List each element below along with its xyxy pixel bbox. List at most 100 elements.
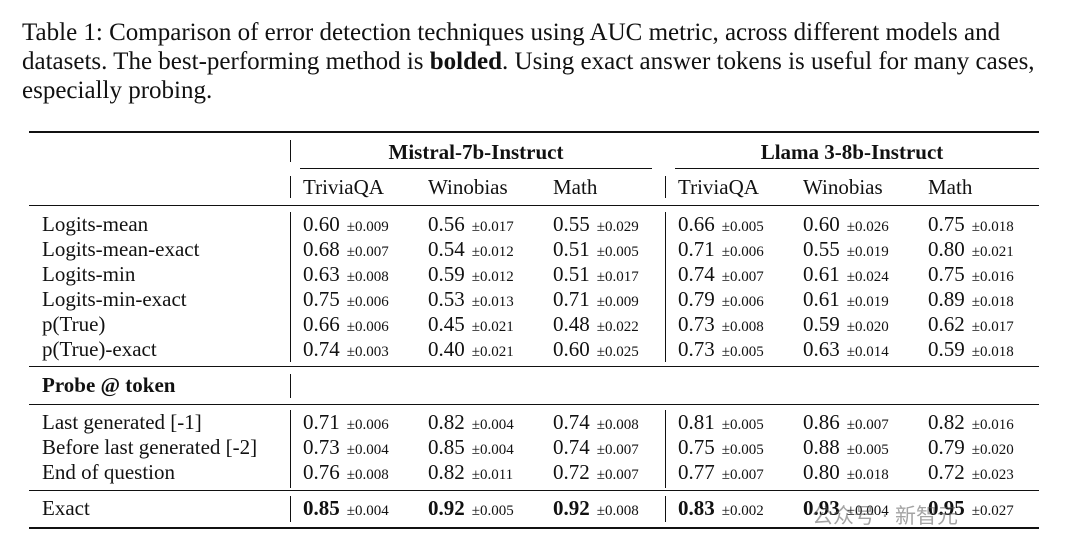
table-cell: 0.73 ±0.008	[678, 312, 764, 339]
cell-value: 0.92	[428, 496, 465, 520]
cell-stddev: ±0.004	[346, 503, 389, 519]
cell-stddev: ±0.020	[846, 319, 889, 335]
table-cell: 0.74 ±0.008	[553, 410, 639, 437]
table-cell: 0.92 ±0.008	[553, 496, 639, 523]
cell-value: 0.51	[553, 237, 590, 261]
cell-stddev: ±0.004	[471, 417, 514, 433]
cell-value: 0.68	[303, 237, 340, 261]
table-cell: 0.85 ±0.004	[303, 496, 389, 523]
table-cell: 0.60 ±0.009	[303, 212, 389, 239]
cell-value: 0.51	[553, 262, 590, 286]
table-cell: 0.92 ±0.005	[428, 496, 514, 523]
cell-stddev: ±0.006	[346, 294, 389, 310]
table-cell: 0.71 ±0.009	[553, 287, 639, 314]
table-top-rule	[29, 131, 1039, 133]
table-cell: 0.71 ±0.006	[678, 237, 764, 264]
cell-stddev: ±0.005	[721, 344, 764, 360]
cell-stddev: ±0.007	[721, 467, 764, 483]
table-cell: 0.66 ±0.006	[303, 312, 389, 339]
cell-value: 0.53	[428, 287, 465, 311]
cell-stddev: ±0.008	[346, 269, 389, 285]
cell-value: 0.93	[803, 496, 840, 520]
table-cell: 0.89 ±0.018	[928, 287, 1014, 314]
cell-stddev: ±0.016	[971, 269, 1014, 285]
cell-value: 0.80	[928, 237, 965, 261]
table-cell: 0.75 ±0.018	[928, 212, 1014, 239]
column-divider	[290, 374, 291, 398]
cell-stddev: ±0.008	[346, 467, 389, 483]
table-cell: 0.63 ±0.014	[803, 337, 889, 364]
table-cell: 0.59 ±0.012	[428, 262, 514, 289]
table-cell: 0.72 ±0.007	[553, 460, 639, 487]
cell-value: 0.85	[428, 435, 465, 459]
model-group-underline	[675, 168, 1039, 169]
cell-stddev: ±0.007	[846, 417, 889, 433]
cell-value: 0.61	[803, 287, 840, 311]
table-cell: 0.85 ±0.004	[428, 435, 514, 462]
cell-stddev: ±0.005	[721, 219, 764, 235]
dataset-header: Winobias	[803, 175, 883, 199]
row-label: Before last generated [-2]	[42, 435, 258, 459]
table-cell: 0.74 ±0.007	[678, 262, 764, 289]
section-label: Probe @ token	[42, 373, 176, 397]
column-divider	[290, 212, 291, 362]
table-cell: 0.55 ±0.029	[553, 212, 639, 239]
cell-value: 0.63	[803, 337, 840, 361]
cell-value: 0.54	[428, 237, 465, 261]
cell-value: 0.81	[678, 410, 715, 434]
cell-value: 0.59	[928, 337, 965, 361]
dataset-header: TriviaQA	[678, 175, 759, 199]
table-cell: 0.79 ±0.006	[678, 287, 764, 314]
table-cell: 0.82 ±0.016	[928, 410, 1014, 437]
table-cell: 0.82 ±0.004	[428, 410, 514, 437]
table-cell: 0.74 ±0.007	[553, 435, 639, 462]
cell-stddev: ±0.008	[596, 503, 639, 519]
column-divider	[290, 496, 291, 522]
table-cell: 0.75 ±0.006	[303, 287, 389, 314]
table-cell: 0.60 ±0.026	[803, 212, 889, 239]
cell-stddev: ±0.005	[721, 417, 764, 433]
cell-stddev: ±0.013	[471, 294, 514, 310]
cell-stddev: ±0.004	[471, 442, 514, 458]
column-divider	[290, 140, 291, 162]
cell-stddev: ±0.017	[471, 219, 514, 235]
model-header: Llama 3-8b-Instruct	[760, 140, 944, 164]
cell-stddev: ±0.014	[846, 344, 889, 360]
cell-value: 0.56	[428, 212, 465, 236]
cell-stddev: ±0.007	[721, 269, 764, 285]
cell-value: 0.66	[678, 212, 715, 236]
row-label: Logits-min	[42, 262, 136, 286]
table-cell: 0.55 ±0.019	[803, 237, 889, 264]
cell-stddev: ±0.008	[721, 319, 764, 335]
group-rule	[29, 404, 1039, 405]
table-cell: 0.88 ±0.005	[803, 435, 889, 462]
table-cell: 0.75 ±0.005	[678, 435, 764, 462]
table-cell: 0.61 ±0.024	[803, 262, 889, 289]
table-cell: 0.48 ±0.022	[553, 312, 639, 339]
cell-stddev: ±0.009	[346, 219, 389, 235]
cell-value: 0.72	[553, 460, 590, 484]
cell-value: 0.60	[803, 212, 840, 236]
caption-prefix: Table 1: Comparison of error detection t…	[22, 19, 1001, 75]
cell-stddev: ±0.018	[971, 294, 1014, 310]
cell-value: 0.82	[428, 410, 465, 434]
cell-value: 0.73	[303, 435, 340, 459]
table-cell: 0.86 ±0.007	[803, 410, 889, 437]
column-divider	[290, 410, 291, 488]
column-divider	[665, 176, 666, 198]
cell-stddev: ±0.004	[846, 503, 889, 519]
cell-stddev: ±0.005	[596, 244, 639, 260]
table-cell: 0.71 ±0.006	[303, 410, 389, 437]
model-group-underline	[300, 168, 652, 169]
table-cell: 0.45 ±0.021	[428, 312, 514, 339]
cell-value: 0.95	[928, 496, 965, 520]
cell-value: 0.71	[303, 410, 340, 434]
cell-value: 0.60	[303, 212, 340, 236]
cell-stddev: ±0.025	[596, 344, 639, 360]
cell-stddev: ±0.006	[346, 417, 389, 433]
table-cell: 0.59 ±0.018	[928, 337, 1014, 364]
cell-stddev: ±0.002	[721, 503, 764, 519]
cell-stddev: ±0.009	[596, 294, 639, 310]
cell-stddev: ±0.023	[971, 467, 1014, 483]
cell-stddev: ±0.004	[346, 442, 389, 458]
